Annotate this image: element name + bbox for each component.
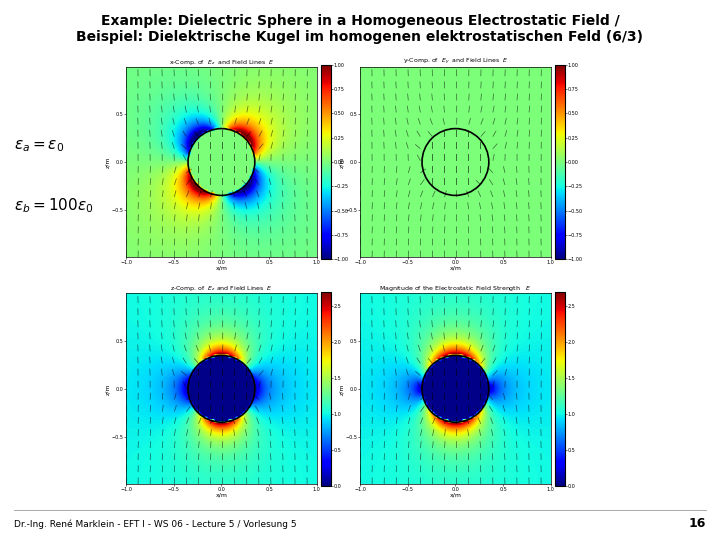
Y-axis label: z/m: z/m — [106, 383, 111, 395]
Title: x-Comp. of  $E_z$  and Field Lines  $E$: x-Comp. of $E_z$ and Field Lines $E$ — [168, 58, 274, 66]
X-axis label: x/m: x/m — [215, 266, 228, 271]
Y-axis label: z/m: z/m — [106, 156, 111, 168]
Text: Example: Dielectric Sphere in a Homogeneous Electrostatic Field /: Example: Dielectric Sphere in a Homogene… — [101, 14, 619, 28]
Y-axis label: z/m: z/m — [340, 383, 345, 395]
Title: z-Comp. of  $E_z$ and Field Lines  $E$: z-Comp. of $E_z$ and Field Lines $E$ — [170, 285, 273, 293]
Title: y-Comp. of  $E_y$  and Field Lines  $E$: y-Comp. of $E_y$ and Field Lines $E$ — [402, 56, 508, 66]
Text: 16: 16 — [688, 517, 706, 530]
Y-axis label: z/m: z/m — [340, 156, 345, 168]
Text: $\varepsilon_b = 100\varepsilon_0$: $\varepsilon_b = 100\varepsilon_0$ — [14, 196, 94, 214]
Title: Magnitude of the Electrostatic Field Strength   $E$: Magnitude of the Electrostatic Field Str… — [379, 285, 531, 293]
X-axis label: x/m: x/m — [449, 492, 462, 498]
Text: Dr.-Ing. René Marklein - EFT I - WS 06 - Lecture 5 / Vorlesung 5: Dr.-Ing. René Marklein - EFT I - WS 06 -… — [14, 519, 297, 529]
X-axis label: x/m: x/m — [449, 266, 462, 271]
Text: $\varepsilon_a = \varepsilon_0$: $\varepsilon_a = \varepsilon_0$ — [14, 138, 65, 154]
X-axis label: x/m: x/m — [215, 492, 228, 498]
Text: Beispiel: Dielektrische Kugel im homogenen elektrostatischen Feld (6/3): Beispiel: Dielektrische Kugel im homogen… — [76, 30, 644, 44]
